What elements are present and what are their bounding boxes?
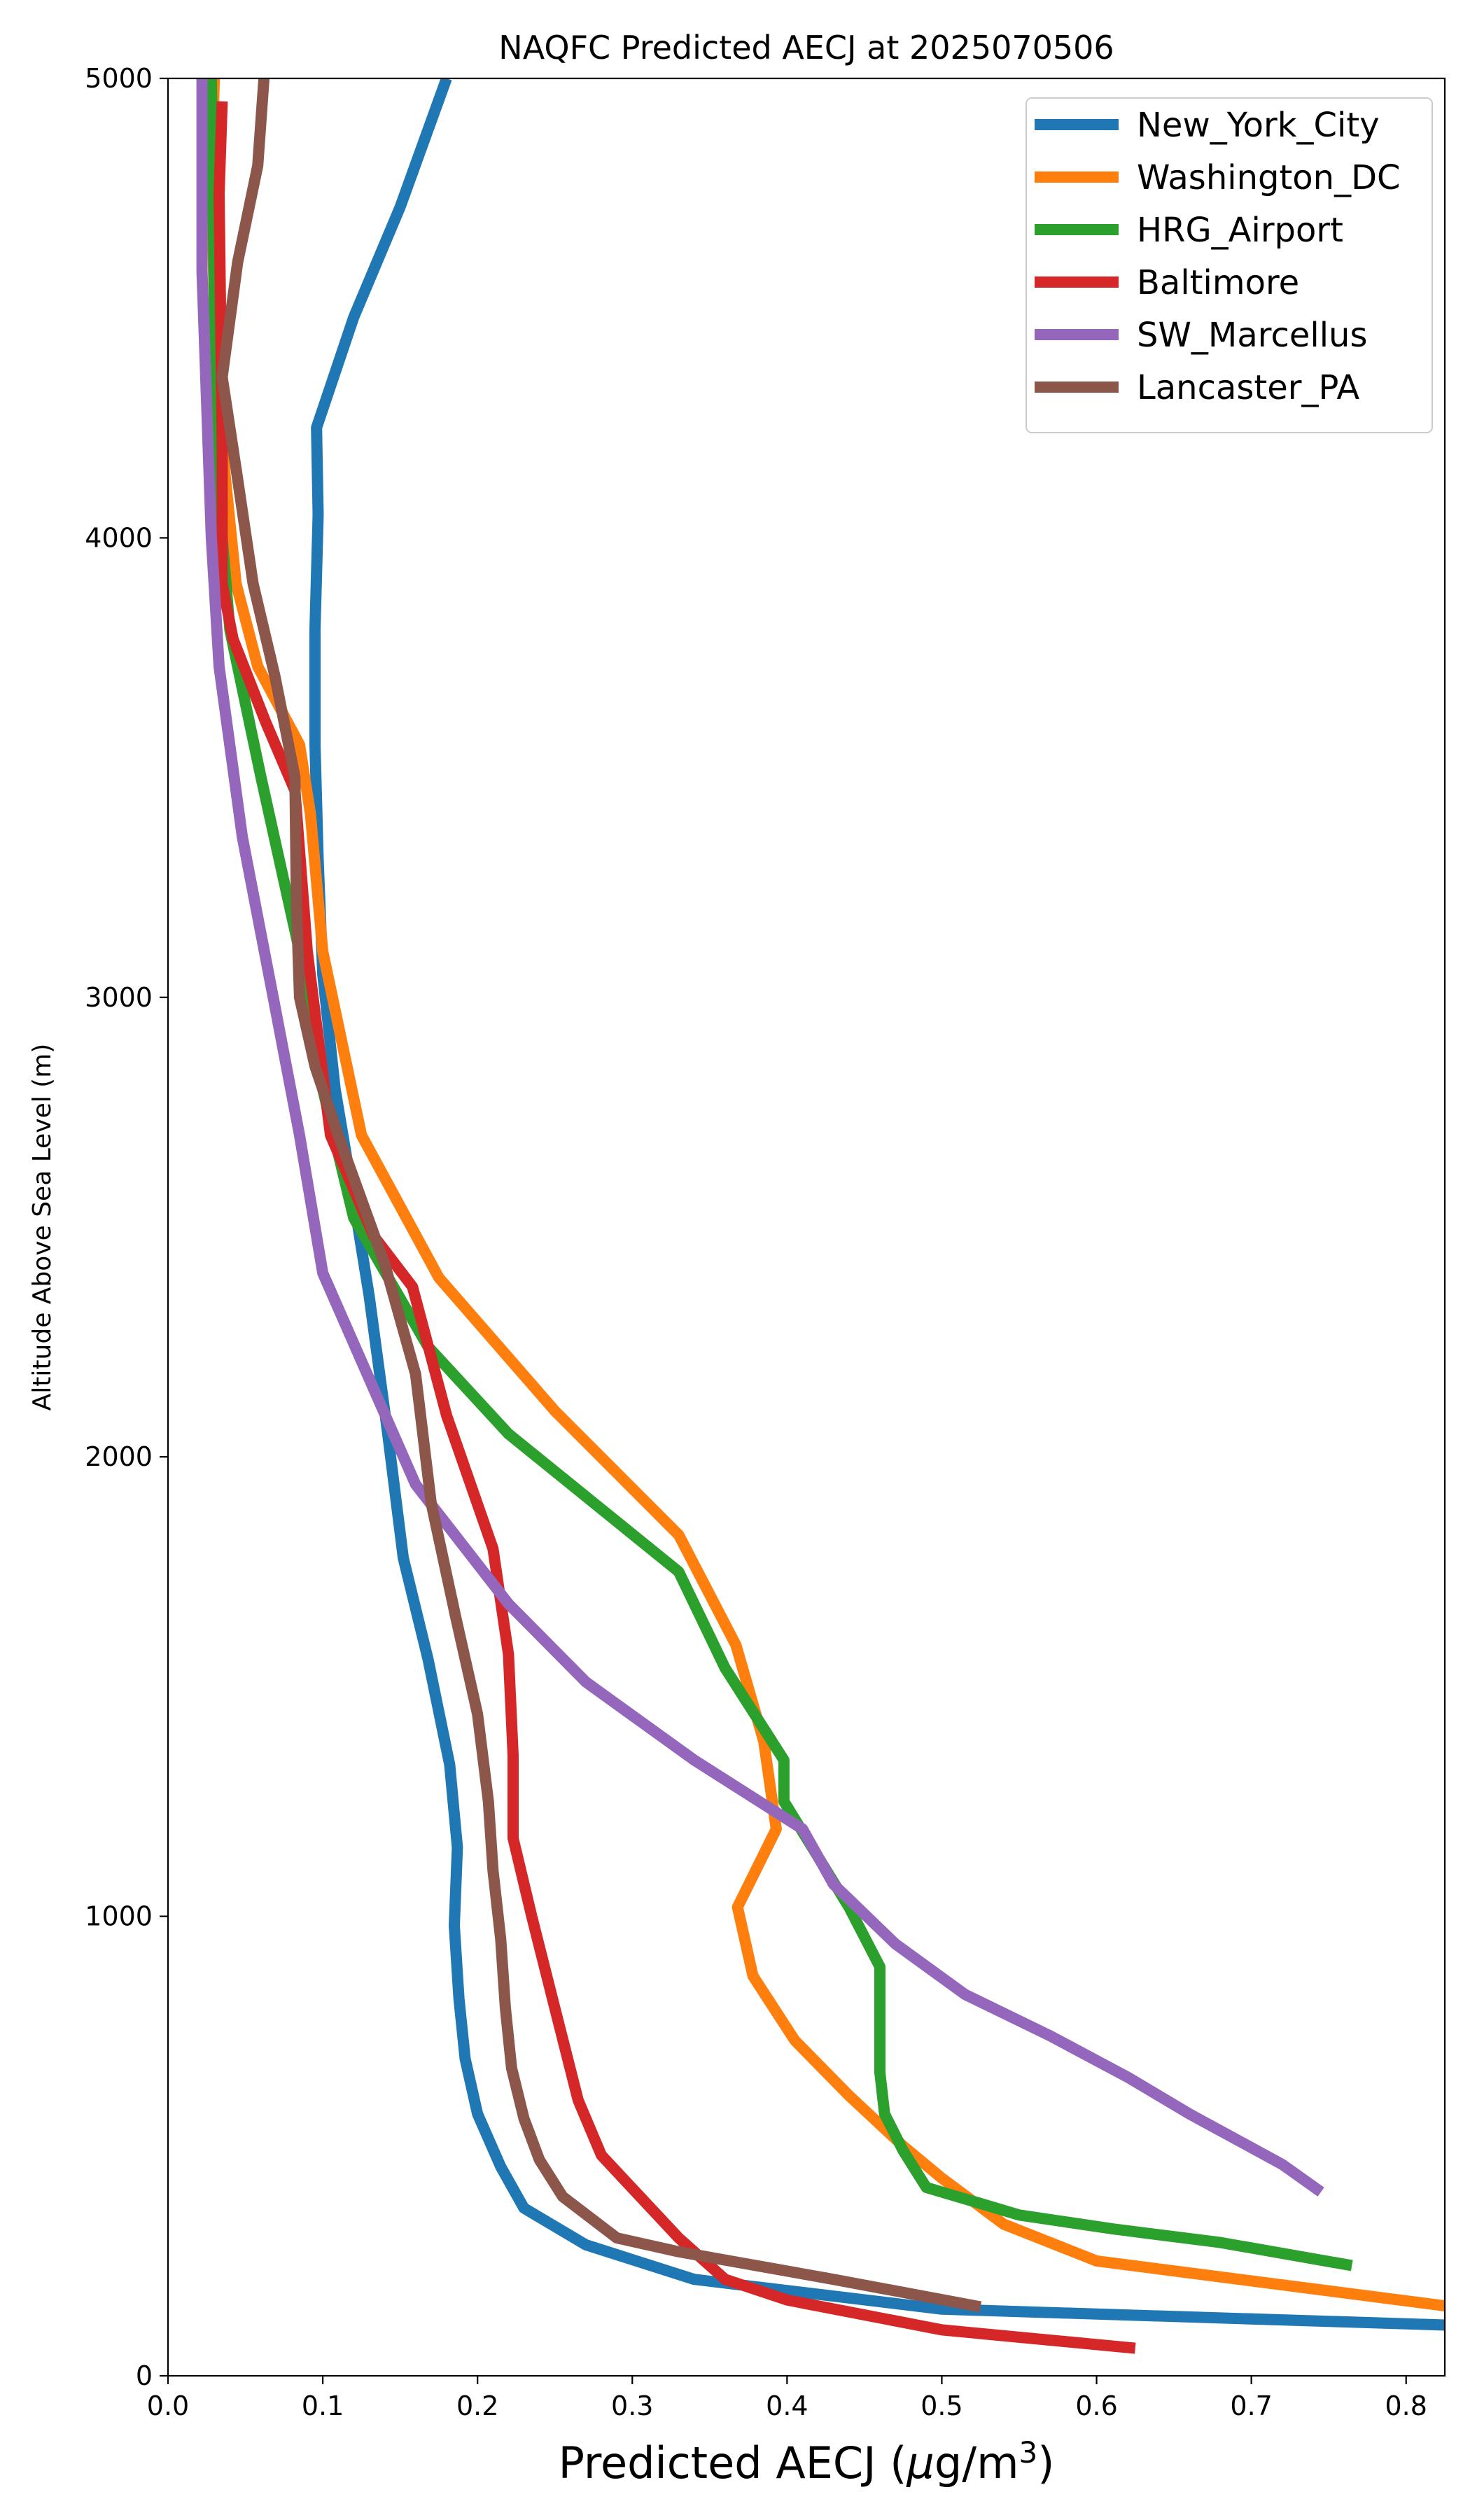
x-tick-label: 0.1 bbox=[302, 2390, 344, 2421]
x-tick-label: 0.6 bbox=[1075, 2390, 1117, 2421]
legend-box bbox=[1026, 97, 1433, 433]
series-line-sw-marcellus bbox=[196, 78, 1324, 2197]
x-axis: 0.0 0.1 0.2 0.3 0.4 0.5 0.6 0.7 0.8 bbox=[147, 2376, 1427, 2421]
x-tick-label: 0.3 bbox=[611, 2390, 653, 2421]
legend-label: New_York_City bbox=[1137, 106, 1380, 145]
series-line-new-york-city bbox=[309, 78, 1445, 2331]
legend-label: HRG_Airport bbox=[1137, 211, 1343, 250]
y-tick-label: 1000 bbox=[85, 1901, 153, 1932]
legend-label: Washington_DC bbox=[1137, 158, 1401, 197]
series-line-baltimore bbox=[214, 101, 1136, 2354]
y-tick-label: 4000 bbox=[85, 522, 153, 553]
x-axis-label-main: Predicted AECJ ( bbox=[559, 2437, 907, 2488]
x-axis-label-unit: g/m bbox=[934, 2437, 1019, 2488]
y-tick-label: 3000 bbox=[85, 982, 153, 1013]
plot-frame bbox=[167, 77, 1446, 2377]
y-axis: 0 1000 2000 3000 4000 5000 bbox=[85, 63, 168, 2391]
x-axis-label: Predicted AECJ (μg/m3) bbox=[559, 2435, 1055, 2488]
x-tick-label: 0.8 bbox=[1385, 2390, 1427, 2421]
series-line-lancaster-pa bbox=[216, 78, 982, 2313]
x-tick-label: 0.4 bbox=[766, 2390, 808, 2421]
y-tick-label: 0 bbox=[136, 2360, 153, 2391]
legend-label: Lancaster_PA bbox=[1137, 368, 1359, 407]
chart-title: NAQFC Predicted AECJ at 2025070506 bbox=[498, 29, 1114, 66]
series-layer bbox=[196, 78, 1445, 2354]
y-tick-label: 2000 bbox=[85, 1441, 153, 1472]
legend-label: SW_Marcellus bbox=[1137, 316, 1367, 355]
x-tick-label: 0.5 bbox=[920, 2390, 962, 2421]
x-axis-label-mu: μ bbox=[906, 2437, 934, 2488]
x-axis-label-close: ) bbox=[1037, 2437, 1054, 2488]
x-tick-label: 0.7 bbox=[1230, 2390, 1272, 2421]
x-tick-label: 0.2 bbox=[456, 2390, 498, 2421]
series-line-hrg-airport bbox=[205, 78, 1353, 2272]
x-axis-label-sup: 3 bbox=[1018, 2435, 1037, 2470]
y-tick-label: 5000 bbox=[85, 63, 153, 94]
legend-label: Baltimore bbox=[1137, 263, 1299, 302]
y-axis-label: Altitude Above Sea Level (m) bbox=[28, 1044, 57, 1411]
x-tick-label: 0.0 bbox=[147, 2390, 189, 2421]
legend: New_York_City Washington_DC HRG_Airport Bal… bbox=[1026, 97, 1433, 433]
